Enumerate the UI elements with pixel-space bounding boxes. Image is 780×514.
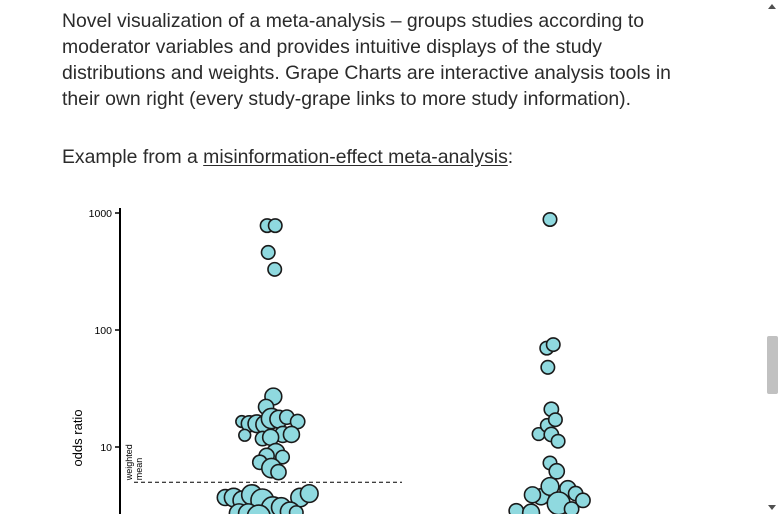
study-grape[interactable] bbox=[547, 412, 563, 428]
study-grape[interactable] bbox=[288, 505, 304, 514]
study-grape[interactable] bbox=[275, 449, 291, 465]
study-grape[interactable] bbox=[267, 218, 283, 234]
scrollbar-thumb[interactable] bbox=[767, 336, 778, 394]
study-grape[interactable] bbox=[246, 504, 271, 514]
y-tick-label: 10 bbox=[100, 442, 112, 454]
study-grape[interactable] bbox=[550, 433, 566, 449]
grape-chart: 1000 100 10 odds ratio weighted mean bbox=[70, 208, 591, 514]
study-grape[interactable] bbox=[563, 501, 580, 514]
scroll-up-arrow-icon[interactable] bbox=[768, 4, 776, 9]
study-grape[interactable] bbox=[238, 428, 252, 442]
y-tick-label: 1000 bbox=[89, 208, 113, 220]
study-grape[interactable] bbox=[299, 483, 319, 504]
study-grape[interactable] bbox=[260, 244, 276, 260]
study-grape[interactable] bbox=[523, 486, 542, 504]
study-grape[interactable] bbox=[542, 211, 558, 228]
article-text: Novel visualization of a meta-analysis –… bbox=[62, 8, 702, 170]
study-grape[interactable] bbox=[574, 492, 591, 509]
study-grape[interactable] bbox=[270, 463, 287, 481]
example-paragraph: Example from a misinformation-effect met… bbox=[62, 144, 702, 170]
study-grape[interactable] bbox=[282, 425, 301, 444]
study-grape[interactable] bbox=[521, 503, 541, 514]
grape-chart-figure: 1000 100 10 odds ratio weighted mean bbox=[62, 196, 702, 514]
study-grape[interactable] bbox=[508, 502, 525, 514]
scrollbar[interactable] bbox=[765, 0, 780, 514]
study-grape[interactable] bbox=[540, 359, 556, 375]
y-axis-label: odds ratio bbox=[70, 409, 85, 466]
intro-paragraph: Novel visualization of a meta-analysis –… bbox=[62, 10, 671, 110]
example-prefix: Example from a bbox=[62, 146, 204, 168]
study-grape[interactable] bbox=[548, 462, 566, 480]
study-grape[interactable] bbox=[267, 261, 283, 277]
meta-analysis-link[interactable]: misinformation-effect meta-analysis bbox=[203, 146, 508, 168]
example-suffix: : bbox=[507, 146, 514, 168]
scroll-down-arrow-icon[interactable] bbox=[768, 505, 776, 510]
y-tick-label: 100 bbox=[94, 325, 112, 337]
weighted-mean-label: mean bbox=[134, 458, 144, 481]
weighted-mean-label: weighted bbox=[124, 444, 134, 481]
study-grape[interactable] bbox=[545, 337, 561, 353]
